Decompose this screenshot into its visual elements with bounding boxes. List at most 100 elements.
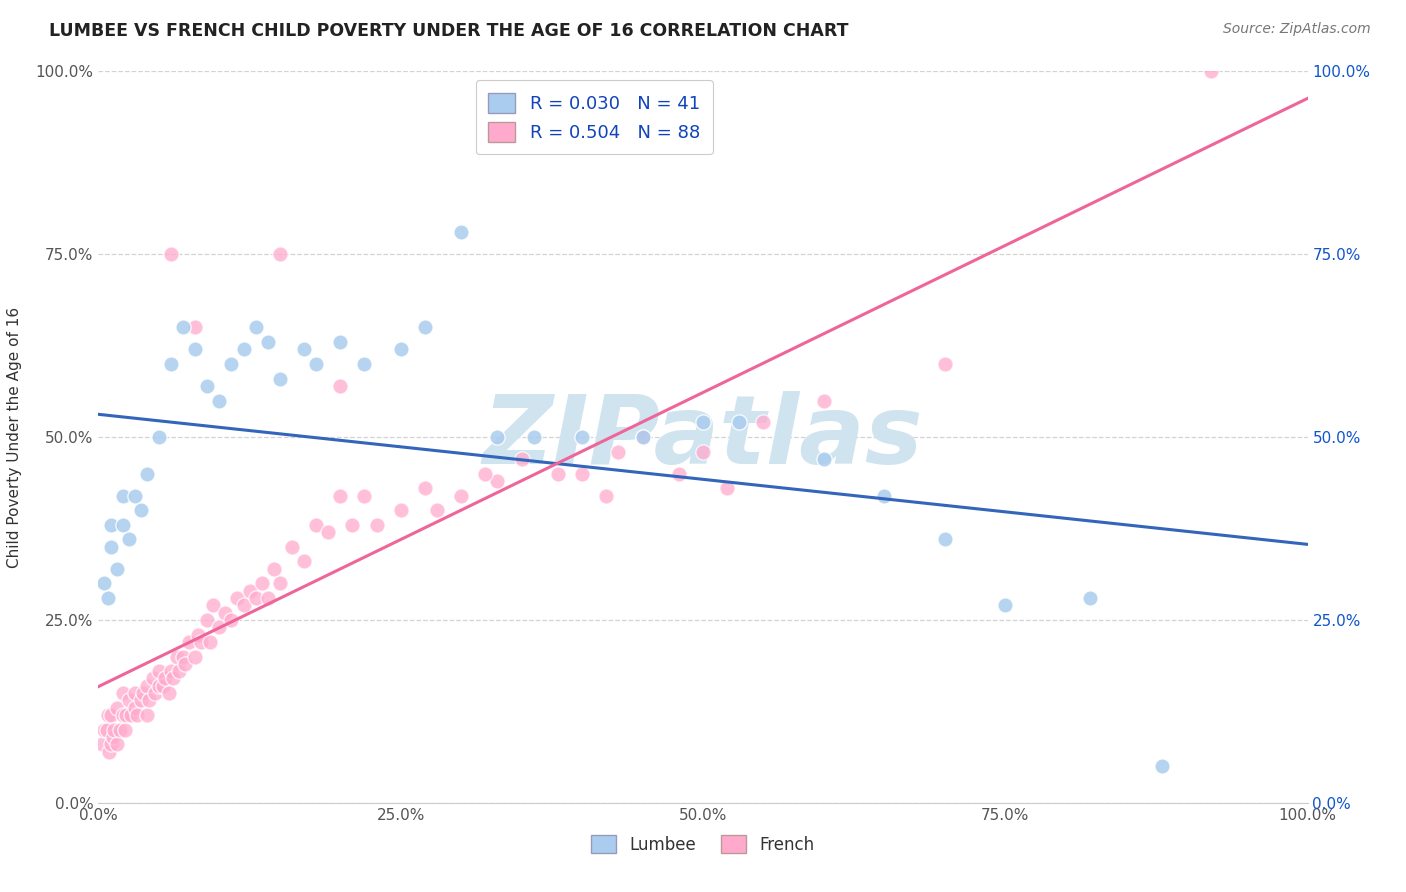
Point — [166, 649, 188, 664]
Point — [142, 672, 165, 686]
Point — [413, 320, 436, 334]
Point — [353, 489, 375, 503]
Point — [250, 576, 273, 591]
Point — [305, 357, 328, 371]
Point — [292, 554, 315, 568]
Point — [172, 649, 194, 664]
Point — [232, 343, 254, 357]
Point — [547, 467, 569, 481]
Text: Source: ZipAtlas.com: Source: ZipAtlas.com — [1223, 22, 1371, 37]
Point — [208, 393, 231, 408]
Legend: Lumbee, French: Lumbee, French — [585, 829, 821, 860]
Point — [202, 599, 225, 613]
Point — [813, 452, 835, 467]
Text: ZIPatlas: ZIPatlas — [482, 391, 924, 483]
Point — [124, 489, 146, 503]
Point — [184, 320, 207, 334]
Point — [187, 627, 209, 641]
Point — [198, 635, 221, 649]
Point — [100, 708, 122, 723]
Point — [160, 247, 183, 261]
Point — [174, 657, 197, 671]
Point — [486, 474, 509, 488]
Point — [523, 430, 546, 444]
Point — [305, 517, 328, 532]
Point — [120, 708, 142, 723]
Point — [127, 708, 149, 723]
Point — [239, 583, 262, 598]
Point — [934, 533, 956, 547]
Point — [98, 745, 121, 759]
Point — [353, 357, 375, 371]
Point — [450, 489, 472, 503]
Point — [1078, 591, 1101, 605]
Point — [169, 664, 191, 678]
Point — [111, 517, 134, 532]
Point — [752, 416, 775, 430]
Point — [91, 737, 114, 751]
Point — [153, 672, 176, 686]
Point — [281, 540, 304, 554]
Point — [329, 489, 352, 503]
Point — [162, 672, 184, 686]
Point — [692, 444, 714, 458]
Point — [256, 334, 278, 349]
Point — [221, 613, 243, 627]
Point — [96, 723, 118, 737]
Point — [426, 503, 449, 517]
Point — [342, 517, 364, 532]
Point — [474, 467, 496, 481]
Point — [292, 343, 315, 357]
Point — [1199, 64, 1222, 78]
Point — [148, 679, 170, 693]
Point — [115, 708, 138, 723]
Point — [160, 357, 183, 371]
Point — [329, 379, 352, 393]
Point — [1152, 759, 1174, 773]
Point — [366, 517, 388, 532]
Point — [114, 723, 136, 737]
Point — [148, 430, 170, 444]
Point — [413, 481, 436, 495]
Point — [160, 664, 183, 678]
Point — [668, 467, 690, 481]
Point — [994, 599, 1017, 613]
Point — [934, 357, 956, 371]
Point — [873, 489, 896, 503]
Point — [316, 525, 339, 540]
Point — [486, 430, 509, 444]
Point — [97, 708, 120, 723]
Point — [105, 700, 128, 714]
Point — [245, 320, 267, 334]
Point — [93, 576, 115, 591]
Point — [631, 430, 654, 444]
Point — [105, 562, 128, 576]
Point — [226, 591, 249, 605]
Point — [135, 679, 157, 693]
Point — [256, 591, 278, 605]
Point — [143, 686, 166, 700]
Point — [232, 599, 254, 613]
Point — [389, 503, 412, 517]
Point — [100, 737, 122, 751]
Point — [595, 489, 617, 503]
Point — [135, 467, 157, 481]
Point — [93, 723, 115, 737]
Point — [329, 334, 352, 349]
Point — [631, 430, 654, 444]
Point — [190, 635, 212, 649]
Point — [571, 467, 593, 481]
Point — [111, 686, 134, 700]
Point — [214, 606, 236, 620]
Point — [124, 700, 146, 714]
Point — [184, 343, 207, 357]
Point — [510, 452, 533, 467]
Point — [571, 430, 593, 444]
Point — [135, 708, 157, 723]
Point — [813, 393, 835, 408]
Point — [269, 576, 291, 591]
Point — [179, 635, 201, 649]
Point — [124, 686, 146, 700]
Point — [118, 533, 141, 547]
Point — [97, 591, 120, 605]
